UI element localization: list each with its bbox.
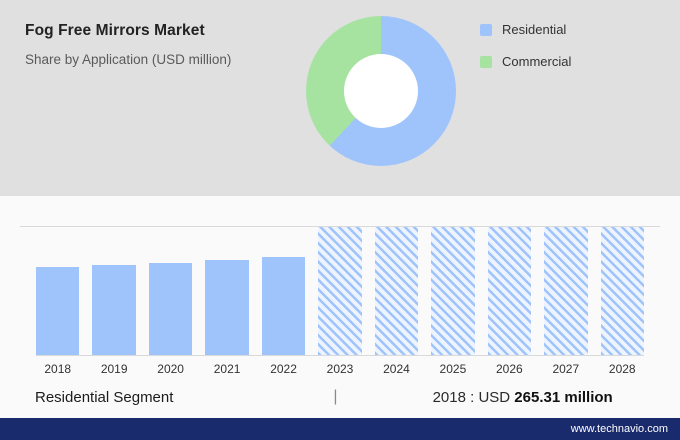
brand-bar: www.technavio.com: [0, 418, 680, 440]
bar-chart-plot: [20, 226, 660, 356]
x-axis-label-2018: 2018: [44, 362, 72, 376]
historical-bar-2018: [36, 266, 80, 355]
x-axis-label-2028: 2028: [608, 362, 636, 376]
bar-chart-section: 2018 2019 2020 2021 2022 2023 2024 2025 2026 2027…: [0, 196, 680, 376]
forecast-bar-2023: [318, 227, 362, 355]
website-link[interactable]: www.technavio.com: [570, 423, 668, 435]
x-axis-label-2025: 2025: [439, 362, 467, 376]
x-axis-label-2024: 2024: [383, 362, 410, 376]
legend-label-residential: Residential: [502, 22, 567, 37]
historical-bar-2022: [261, 256, 306, 355]
page-subtitle: Share by Application (USD million): [25, 52, 232, 67]
header-panel: Fog Free Mirrors Market Share by Applica…: [0, 0, 680, 196]
historical-bar-2021: [205, 260, 249, 355]
historical-bar-2019: [92, 264, 136, 355]
forecast-bar-2027: [544, 227, 588, 355]
page-title: Fog Free Mirrors Market: [25, 22, 205, 39]
x-axis-label-2019: 2019: [100, 362, 128, 376]
x-axis-label-2026: 2026: [496, 362, 523, 376]
titles-block: Fog Free Mirrors Market Share by Applica…: [25, 22, 231, 67]
forecast-bar-2024: [374, 227, 419, 355]
forecast-bar-2028: [600, 227, 644, 355]
forecast-bar-2025: [431, 227, 475, 355]
x-axis-label-2020: 2020: [157, 362, 184, 376]
stat-value: 265.31: [514, 388, 561, 406]
x-axis-label-2027: 2027: [552, 362, 580, 376]
x-axis-label-2021: 2021: [213, 362, 241, 376]
stat-prefix: 2018 : USD: [432, 388, 511, 406]
legend-item-commercial: Commercial: [480, 54, 571, 69]
legend-label-commercial: Commercial: [502, 54, 572, 69]
commercial-swatch: [480, 55, 492, 68]
donut-chart: [306, 16, 456, 166]
x-axis-label-2022: 2022: [270, 362, 297, 376]
stat-suffix: million: [564, 388, 613, 406]
legend-item-residential: Residential: [480, 22, 571, 37]
forecast-bar-2026: [487, 227, 532, 355]
caption-divider: |: [333, 388, 338, 405]
segment-stat: 2018 : USD 265.31 million: [433, 389, 613, 406]
residential-swatch: [480, 23, 492, 36]
x-axis-label-2023: 2023: [326, 362, 354, 376]
segment-label: Residential Segment: [35, 388, 174, 406]
historical-bar-2020: [148, 263, 193, 355]
x-axis-labels: 2018 2019 2020 2021 2022 2023 2024 2025 2026 2027…: [36, 362, 644, 376]
caption-row: Residential Segment | 2018 : USD 265.31 …: [0, 376, 680, 418]
legend: Residential Commercial: [480, 22, 571, 86]
bars-container: [36, 227, 644, 356]
